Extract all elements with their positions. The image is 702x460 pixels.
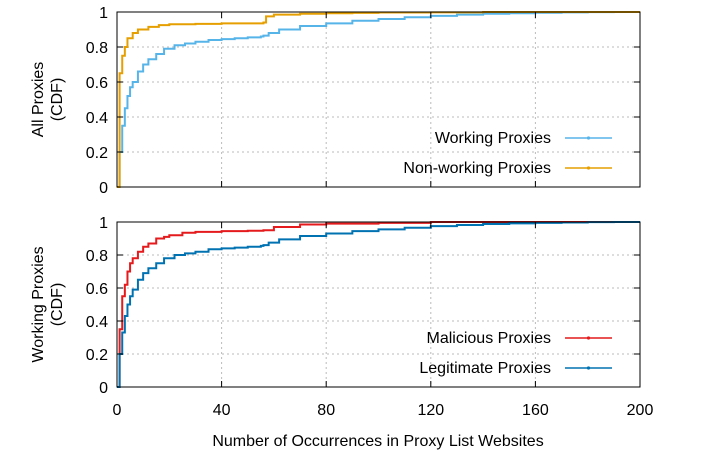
- series-line-1: [117, 221, 640, 388]
- legend-marker: [586, 336, 591, 340]
- y-tick-label: 1: [99, 215, 108, 232]
- y-tick-label: 0.4: [86, 314, 108, 331]
- series-line-2: [117, 11, 640, 188]
- legend-label: Legitimate Proxies: [419, 360, 551, 377]
- x-axis-label: Number of Occurrences in Proxy List Webs…: [212, 433, 543, 450]
- chart-panel-2: 0 0.2 0.4 0.6 0.8 1 0 40 80 120 160 200 Working Prox…: [30, 215, 653, 419]
- y-tick-label: 0.8: [86, 40, 108, 57]
- legend-label: Non-working Proxies: [403, 160, 551, 177]
- legend-marker: [586, 136, 591, 140]
- x-tick-label: 40: [213, 402, 231, 419]
- y-axis-label: Working Proxies (CDF): [30, 246, 66, 362]
- y-tick-label: 0: [99, 380, 108, 397]
- x-tick-label: 80: [317, 402, 335, 419]
- y-axis-label: All Proxies (CDF): [30, 62, 66, 138]
- chart-panel-1: 0 0.2 0.4 0.6 0.8 1 All Proxies (CDF) Working Pr…: [30, 5, 641, 197]
- x-tick-label: 160: [522, 402, 549, 419]
- y-tick-label: 0.2: [86, 347, 108, 364]
- y-tick-label: 0.4: [86, 110, 108, 127]
- x-tick-label: 120: [417, 402, 444, 419]
- legend-marker: [586, 166, 591, 170]
- y-tick-label: 0.6: [86, 75, 108, 92]
- series-line-2: [117, 221, 640, 388]
- legend-label: Malicious Proxies: [427, 330, 551, 347]
- y-tick-label: 0.2: [86, 145, 108, 162]
- x-tick-label: 0: [113, 402, 122, 419]
- legend-marker: [586, 366, 591, 370]
- y-tick-label: 0: [99, 180, 108, 197]
- y-tick-label: 0.6: [86, 281, 108, 298]
- plot-frame: [116, 11, 641, 188]
- series-line-1: [117, 11, 640, 188]
- plot-frame: [116, 221, 641, 388]
- x-tick-label: 200: [627, 402, 654, 419]
- y-tick-label: 0.8: [86, 248, 108, 265]
- y-tick-label: 1: [99, 5, 108, 22]
- legend-label: Working Proxies: [435, 130, 551, 147]
